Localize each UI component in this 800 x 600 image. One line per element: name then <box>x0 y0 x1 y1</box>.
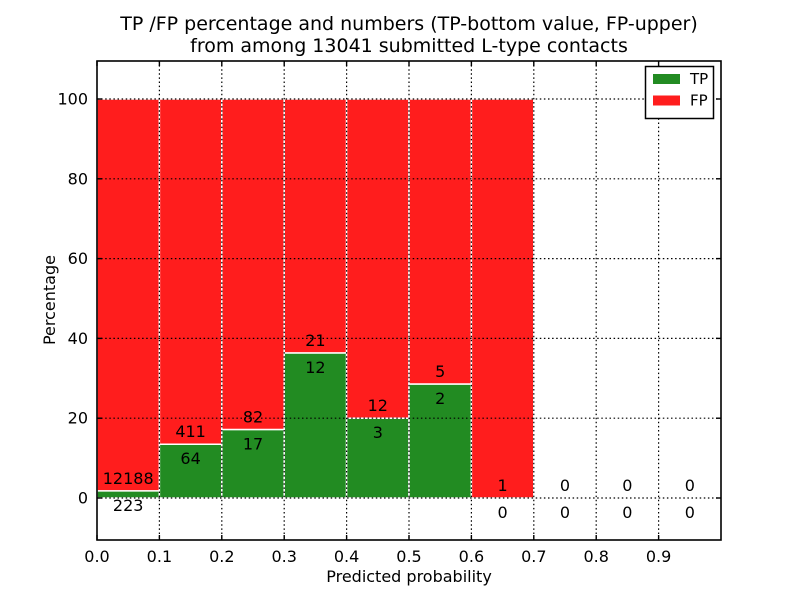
tp-count-label-8: 0 <box>622 503 632 522</box>
plot-area: 0.0 0.1 0.2 0.3 0.4 0.5 0.6 0.7 0.8 0.90204060801… <box>57 60 722 566</box>
tp-count-label-5: 2 <box>435 389 445 408</box>
y-tick-label-40: 40 <box>68 329 88 348</box>
y-tick-label-0: 0 <box>78 489 88 508</box>
fp-count-label-1: 411 <box>175 422 206 441</box>
tp-count-label-1: 64 <box>180 449 200 468</box>
x-axis-label: Predicted probability <box>326 567 492 586</box>
tp-count-label-4: 3 <box>373 423 383 442</box>
x-tick-label-0.5: 0.5 <box>396 547 421 566</box>
bar-tp-segment-1 <box>158 443 223 499</box>
x-tick-label-0.3: 0.3 <box>271 547 296 566</box>
chart-title-line1: TP /FP percentage and numbers (TP-bottom… <box>120 13 698 35</box>
fp-count-label-7: 0 <box>560 476 570 495</box>
bar-fp-segment-2 <box>221 98 285 431</box>
tp-count-label-3: 12 <box>305 358 325 377</box>
legend-label-fp: FP <box>690 92 708 110</box>
legend-swatch-tp-icon <box>653 74 680 84</box>
y-tick-label-80: 80 <box>68 169 88 188</box>
fp-count-label-2: 82 <box>243 407 263 426</box>
legend-swatch-fp-icon <box>653 95 680 106</box>
fp-count-label-4: 12 <box>368 396 388 415</box>
bar-fp-segment-0 <box>96 98 161 492</box>
fp-count-label-0: 12188 <box>103 469 154 488</box>
chart-title-line2: from among 13041 submitted L-type contac… <box>190 35 628 57</box>
legend-label-tp: TP <box>689 70 708 88</box>
fp-count-label-6: 1 <box>498 476 508 495</box>
bar-fp-segment-5 <box>408 98 473 385</box>
bar-fp-segment-1 <box>158 98 223 445</box>
fp-count-label-9: 0 <box>685 476 695 495</box>
x-tick-label-0.6: 0.6 <box>459 547 484 566</box>
bar-fp-segment-3 <box>283 98 348 354</box>
x-tick-label-0.8: 0.8 <box>583 547 608 566</box>
x-tick-label-0.9: 0.9 <box>646 547 671 566</box>
y-tick-label-20: 20 <box>68 409 88 428</box>
x-tick-label-0.0: 0.0 <box>84 547 109 566</box>
x-tick-label-0.2: 0.2 <box>209 547 234 566</box>
y-tick-label-100: 100 <box>57 90 88 109</box>
bar-fp-segment-4 <box>345 98 410 419</box>
fp-count-label-3: 21 <box>305 331 325 350</box>
tp-count-label-2: 17 <box>243 434 263 453</box>
x-tick-label-0.1: 0.1 <box>147 547 172 566</box>
bar-fp-segment-6 <box>470 98 535 499</box>
y-axis-label: Percentage <box>40 255 59 345</box>
x-tick-label-0.4: 0.4 <box>334 547 359 566</box>
legend: TP FP <box>644 65 715 120</box>
tp-count-label-0: 223 <box>113 496 144 515</box>
fp-count-label-5: 5 <box>435 362 445 381</box>
tp-count-label-6: 0 <box>498 503 508 522</box>
y-tick-label-60: 60 <box>68 249 88 268</box>
x-tick-label-0.7: 0.7 <box>521 547 546 566</box>
tp-count-label-9: 0 <box>685 503 695 522</box>
tp-count-label-7: 0 <box>560 503 570 522</box>
fp-count-label-8: 0 <box>622 476 632 495</box>
chart-title: TP /FP percentage and numbers (TP-bottom… <box>97 13 721 57</box>
